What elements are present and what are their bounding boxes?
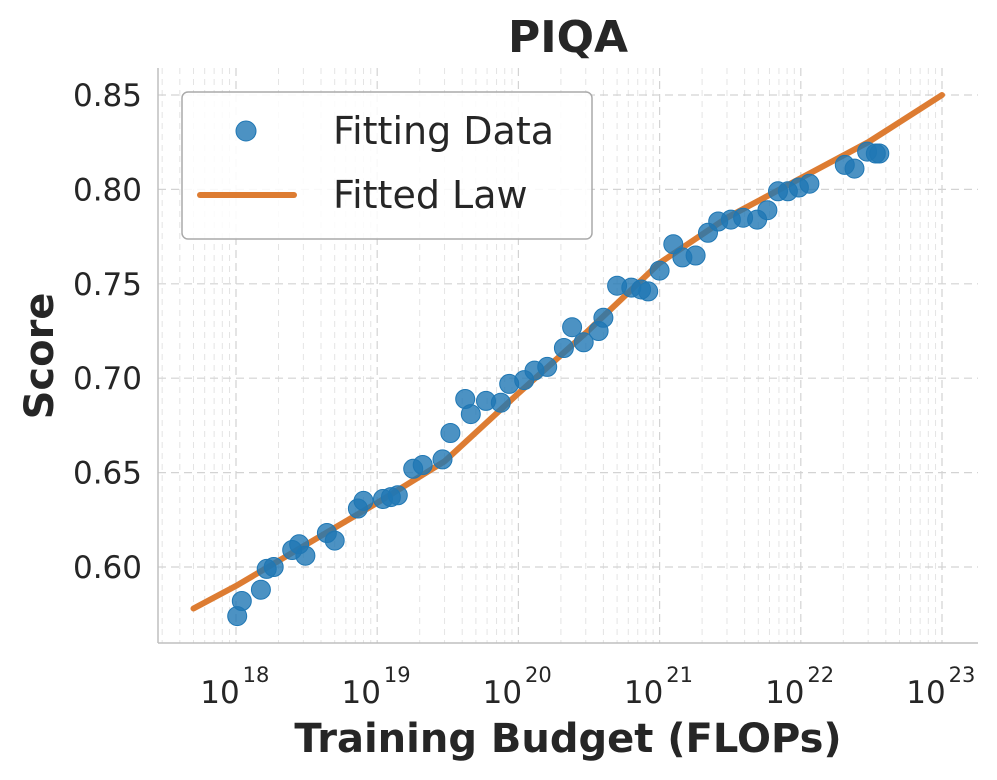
legend: Fitting Data Fitted Law [181, 91, 593, 240]
data-point [295, 545, 316, 566]
data-point [593, 307, 614, 328]
x-tick-exponent: 18 [243, 663, 270, 687]
x-tick-exponent: 20 [525, 663, 552, 687]
data-point [562, 317, 583, 338]
data-point [638, 281, 659, 302]
data-point [250, 579, 271, 600]
data-point [573, 332, 594, 353]
data-point [490, 392, 511, 413]
data-point [537, 356, 558, 377]
data-point [412, 455, 433, 475]
x-tick-label: 10 18 [200, 663, 269, 711]
x-axis-label: Training Budget (FLOPs) [294, 716, 841, 762]
legend-fitted-law-label: Fitted Law [333, 173, 528, 217]
x-tick-label: 10 22 [765, 663, 834, 711]
y-tick-label: 0.65 [73, 456, 142, 492]
x-tick-base: 10 [483, 675, 522, 711]
data-point [757, 200, 778, 221]
y-tick-label: 0.70 [73, 361, 142, 397]
legend-fitting-data-marker [235, 120, 257, 142]
x-tick-exponent: 23 [949, 663, 976, 687]
y-tick-label: 0.75 [73, 267, 142, 303]
y-tick-label: 0.85 [73, 78, 142, 114]
x-tick-exponent: 22 [807, 663, 834, 687]
axes [157, 68, 978, 644]
data-point [432, 449, 453, 470]
chart-title: PIQA [508, 12, 628, 63]
x-tick-labels: 10 18 10 19 10 20 10 21 10 22 10 23 [200, 663, 975, 711]
data-point [685, 245, 706, 266]
x-tick-exponent: 21 [666, 663, 693, 687]
x-tick-label: 10 20 [483, 663, 552, 711]
x-tick-base: 10 [765, 675, 804, 711]
y-tick-labels: 0.60 0.65 0.70 0.75 0.80 0.85 [73, 78, 142, 586]
data-point [649, 260, 670, 281]
x-tick-base: 10 [200, 675, 239, 711]
data-point [263, 557, 284, 577]
x-tick-base: 10 [341, 675, 380, 711]
x-tick-base: 10 [906, 675, 945, 711]
data-point [869, 143, 890, 164]
fitting-data-layer [227, 141, 890, 627]
y-tick-label: 0.60 [73, 550, 142, 586]
y-tick-label: 0.80 [73, 172, 142, 208]
data-point [324, 530, 345, 551]
data-point [387, 485, 408, 506]
x-tick-exponent: 19 [384, 663, 411, 687]
legend-fitting-data-label: Fitting Data [333, 109, 554, 153]
data-point [231, 591, 252, 611]
x-tick-label: 10 19 [341, 663, 410, 711]
x-tick-label: 10 23 [906, 663, 975, 711]
data-point [440, 423, 461, 443]
data-point [553, 338, 574, 358]
data-point [799, 173, 820, 194]
data-point [844, 158, 865, 179]
data-point [460, 404, 481, 425]
x-tick-label: 10 21 [624, 663, 693, 711]
x-tick-base: 10 [624, 675, 663, 711]
legend-frame [181, 91, 593, 240]
y-axis-label: Score [17, 293, 63, 420]
data-point [353, 490, 374, 511]
grid-lines [158, 68, 978, 643]
